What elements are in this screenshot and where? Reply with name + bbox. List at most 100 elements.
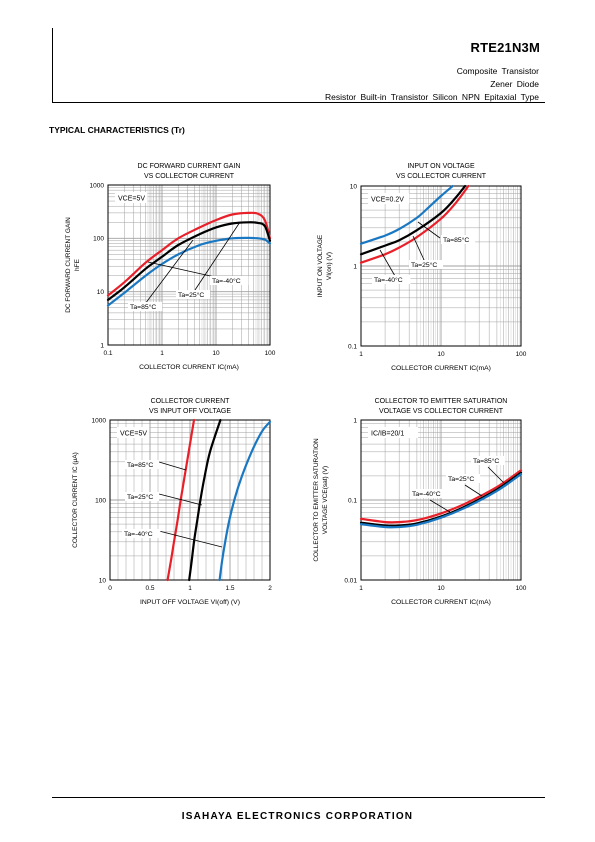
plot-frame <box>360 419 522 581</box>
annotation-bg <box>410 489 449 498</box>
part-number: RTE21N3M <box>470 40 540 55</box>
y-axis-label: hFE <box>74 258 81 271</box>
annotation-label: Ta=-40°C <box>374 276 403 284</box>
header-desc-2: Zener Diode <box>490 79 539 89</box>
series-line-red <box>359 469 523 524</box>
annotation-leader <box>417 221 441 239</box>
x-tick-label: 1 <box>359 351 363 358</box>
annotation-label: Ta=85°C <box>130 303 156 311</box>
x-tick-label: 0.1 <box>103 350 112 357</box>
chart-title: VS INPUT OFF VOLTAGE <box>149 408 231 415</box>
chart-3: 0 0.5 1 1.5 2 10 100 1000 COLLECTOR CURRENT VS IN… <box>72 398 272 606</box>
x-tick-label: 10 <box>437 351 445 358</box>
y-tick-label: 10 <box>99 577 107 584</box>
annotation-leader <box>158 493 203 506</box>
plot-frame <box>360 185 522 347</box>
x-axis-label: INPUT OFF VOLTAGE VI(off) (V) <box>140 599 240 606</box>
series-line-red <box>166 418 196 582</box>
series-line-black <box>106 221 272 301</box>
condition-bg <box>115 192 148 203</box>
x-tick-label: 100 <box>516 351 527 358</box>
x-tick-label: 1 <box>359 585 363 592</box>
condition-label: VCE=5V <box>120 431 147 438</box>
annotation-label: Ta=-40°C <box>124 530 153 538</box>
y-tick-label: 0.1 <box>348 497 357 504</box>
y-axis-label: VI(on) (V) <box>326 252 333 280</box>
condition-label: VCE=5V <box>118 196 145 203</box>
y-tick-label: 1 <box>353 263 357 270</box>
x-axis-label: COLLECTOR CURRENT IC(mA) <box>139 364 239 371</box>
chart-title: VOLTAGE VS COLLECTOR CURRENT <box>379 408 504 415</box>
annotation-leader <box>487 466 505 484</box>
annotation-label: Ta=25°C <box>448 475 474 483</box>
y-tick-label: 100 <box>95 497 106 504</box>
annotation-leader <box>194 221 241 291</box>
annotation-label: Ta=85°C <box>443 236 469 244</box>
annotation-bg <box>210 276 249 285</box>
chart-title: COLLECTOR TO EMITTER SATURATION <box>375 398 508 405</box>
y-axis-label: COLLECTOR CURRENT IC (μA) <box>72 452 79 548</box>
y-axis-label: DC FORWARD CURRENT GAIN <box>65 217 72 313</box>
annotation-label: Ta=25°C <box>411 261 437 269</box>
annotation-bg <box>128 302 163 311</box>
x-tick-label: 10 <box>437 585 445 592</box>
y-tick-label: 10 <box>350 183 358 190</box>
annotation-bg <box>125 460 160 469</box>
x-tick-label: 100 <box>265 350 276 357</box>
chart-title: VS COLLECTOR CURRENT <box>396 173 487 180</box>
header-rule-vertical <box>52 28 53 103</box>
y-axis-label: INPUT ON VOLTAGE <box>317 234 324 297</box>
annotation-label: Ta=-40°C <box>412 490 441 498</box>
series-line-black <box>188 418 222 582</box>
condition-bg <box>368 427 418 438</box>
series-line-black <box>359 471 523 527</box>
chart-title: COLLECTOR CURRENT <box>151 398 231 405</box>
annotation-leader <box>158 530 223 548</box>
annotation-leader <box>464 484 483 497</box>
y-tick-label: 1000 <box>92 417 107 424</box>
series-line-blue <box>359 473 523 529</box>
series-line-black <box>359 184 467 256</box>
y-tick-label: 1 <box>100 342 104 349</box>
annotation-label: Ta=25°C <box>178 291 204 299</box>
x-tick-label: 0 <box>108 585 112 592</box>
annotation-leader <box>412 235 426 263</box>
x-axis-label: COLLECTOR CURRENT IC(mA) <box>391 365 491 372</box>
footer-rule <box>52 797 545 798</box>
annotation-label: Ta=-40°C <box>212 277 241 285</box>
x-tick-label: 1 <box>160 350 164 357</box>
header-rule-horizontal <box>52 102 545 103</box>
y-tick-label: 100 <box>93 236 104 243</box>
y-tick-label: 10 <box>97 289 105 296</box>
annotation-leader <box>147 261 216 278</box>
annotation-bg <box>125 492 160 501</box>
chart-4: 1 10 100 0.01 0.1 1 COLLECTOR TO EMITTER SATUR… <box>313 398 527 606</box>
series-line-blue <box>106 236 272 307</box>
section-title: TYPICAL CHARACTERISTICS (Tr) <box>49 125 185 135</box>
annotation-bg <box>122 529 161 538</box>
annotation-bg <box>409 260 444 269</box>
y-axis-label: VOLTAGE VCE(sat) (V) <box>322 466 329 534</box>
chart-title: DC FORWARD CURRENT GAIN <box>138 163 241 170</box>
annotation-bg <box>446 474 481 483</box>
condition-bg <box>368 193 410 204</box>
series-line-red <box>359 184 470 264</box>
annotation-label: Ta=85°C <box>473 457 499 465</box>
annotation-label: Ta=85°C <box>127 461 153 469</box>
condition-bg <box>117 427 150 438</box>
condition-label: VCE=0.2V <box>371 197 404 204</box>
chart-title: VS COLLECTOR CURRENT <box>144 173 235 180</box>
y-axis-label: COLLECTOR TO EMITTER SATURATION <box>313 438 320 562</box>
plot-frame <box>107 184 271 346</box>
annotation-leader <box>144 239 194 305</box>
x-tick-label: 0.5 <box>145 585 154 592</box>
y-tick-label: 0.1 <box>348 343 357 350</box>
annotation-leader <box>158 461 187 471</box>
annotation-leader <box>379 249 396 277</box>
x-tick-label: 1.5 <box>225 585 234 592</box>
x-tick-label: 10 <box>212 350 220 357</box>
chart-title: INPUT ON VOLTAGE <box>407 163 475 170</box>
x-tick-label: 1 <box>188 585 192 592</box>
series-line-blue <box>218 420 272 582</box>
